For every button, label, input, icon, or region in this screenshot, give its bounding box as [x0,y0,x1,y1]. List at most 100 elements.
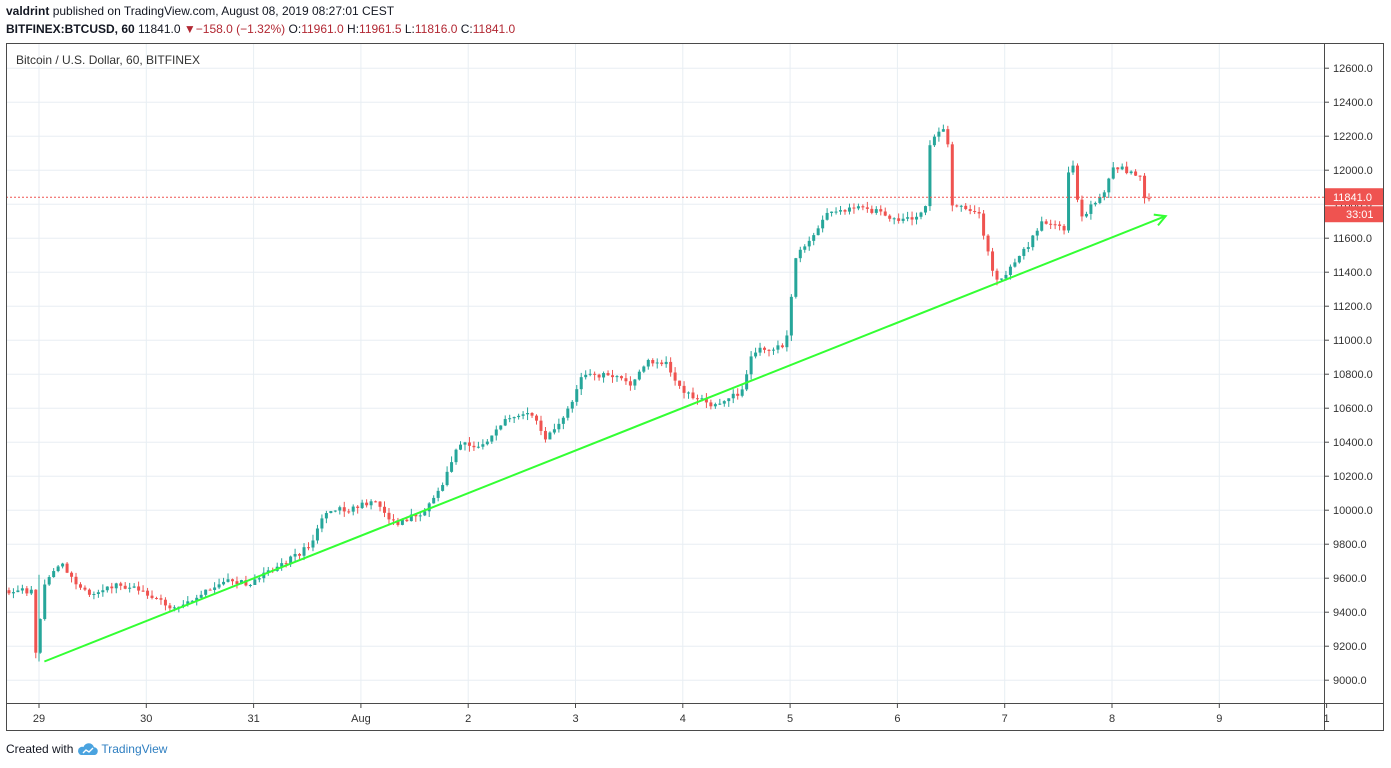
candle-body [1129,171,1133,174]
candle-body [517,415,521,418]
candle-up [96,589,100,598]
candle-body [83,587,87,590]
candle-body [709,402,713,407]
candle-up [503,415,507,427]
candle-body [870,208,874,213]
candle-body [776,345,780,350]
candle-body [718,403,722,405]
candle-body [1116,167,1120,170]
candle-up [566,406,570,421]
candle-body [38,619,42,653]
time-tick-label: 5 [787,713,793,725]
candle-down [964,203,968,211]
price-axis[interactable]: 9000.0 9200.0 9400.0 9600.0 9800.0 10000.0 102… [1324,63,1373,687]
candle-down [624,373,628,385]
trendline[interactable] [43,213,1168,663]
candle-body [387,512,391,520]
candle-up [874,206,878,215]
time-axis[interactable]: 29 30 31 Aug 2 3 4 5 6 7 8 9 1 [33,703,1330,725]
candle-down [1080,195,1084,222]
candle-up [1111,162,1115,180]
candle-body [758,347,762,353]
candle-body [396,520,400,525]
high-label: H: [347,22,360,36]
candle-up [664,356,668,368]
tradingview-brand[interactable]: TradingView [77,742,167,756]
candle-up [38,618,42,654]
candle-down [347,508,351,514]
candle-up [436,487,440,502]
candle-down [709,399,713,410]
candle-body [74,576,78,585]
candle-up [1022,247,1026,260]
candle-body [655,362,659,364]
candle-body [1102,192,1106,198]
candle-body [190,600,194,602]
candle-down [298,552,302,560]
symbol-label: BITFINEX:BTCUSD, 60 [6,22,135,36]
candle-body [383,506,387,513]
candle-up [333,510,337,513]
trendline-segment[interactable] [43,215,1167,663]
candle-body [673,372,677,381]
price-tick-label: 12000.0 [1333,165,1373,177]
candle-body [682,385,686,393]
candle-down [678,380,682,389]
candle-body [1031,235,1035,248]
candle-up [105,586,109,593]
candle-body [861,206,865,208]
candle-up [754,347,758,359]
candle-body [593,373,597,375]
candle-body [199,594,203,598]
candle-body [324,513,328,519]
price-tick-label: 10000.0 [1333,505,1373,517]
candle-down [691,387,695,400]
candle-body [995,270,999,280]
candle-body [754,352,758,357]
chart-canvas[interactable]: 9000.0 9200.0 9400.0 9600.0 9800.0 10000.0 102… [6,43,1384,731]
candle-down [950,141,954,212]
candle-body [602,373,606,378]
candle-down [414,513,418,522]
candle-body [651,360,655,364]
candle-body [128,587,132,589]
candle-body [825,212,829,220]
candle-down [1116,167,1120,174]
candle-body [315,528,319,541]
candle-body [834,211,838,213]
candle-down [356,505,360,514]
candle-down [597,373,601,381]
candle-body [20,588,24,591]
candle-up [114,582,118,594]
publish-info: valdrint published on TradingView.com, A… [6,4,394,18]
candle-body [78,584,82,588]
grid [6,43,1324,703]
candle-up [588,369,592,377]
candle-up [1084,211,1088,218]
candle-down [110,582,114,594]
candle-body [941,129,945,132]
candle-down [870,205,874,215]
candle-up [20,584,24,594]
candle-up [1031,234,1035,251]
candle-up [646,358,650,370]
candle-body [968,209,972,212]
candle-body [481,444,485,447]
candle-up [771,347,775,355]
candle-up [548,431,552,440]
author-name[interactable]: valdrint [6,4,50,18]
candle-body [454,449,458,463]
candle-body [432,497,436,504]
candle-up [785,330,789,352]
candle-down [230,578,234,586]
candle-body [646,360,650,367]
candle-up [450,456,454,473]
candle-up [213,582,217,595]
candle-body [400,519,404,525]
candle-body [320,518,324,529]
candle-body [230,579,234,582]
candle-up [1098,193,1102,205]
candle-down [65,562,69,574]
candle-body [405,519,409,522]
candle-body [1093,202,1097,205]
